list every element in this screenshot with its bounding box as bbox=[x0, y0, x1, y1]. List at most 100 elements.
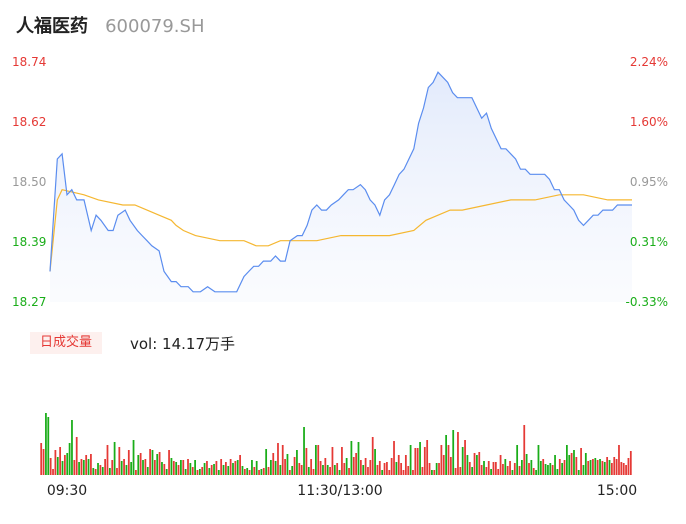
volume-bar bbox=[281, 445, 284, 475]
volume-bar bbox=[305, 448, 308, 475]
volume-bar bbox=[213, 464, 215, 475]
volume-bar bbox=[40, 443, 43, 475]
volume-bar bbox=[307, 467, 310, 475]
volume-bar bbox=[452, 430, 455, 475]
volume-bar bbox=[137, 455, 140, 475]
volume-bar bbox=[47, 417, 50, 475]
volume-bar bbox=[293, 457, 296, 475]
volume-bar bbox=[483, 461, 485, 475]
volume-bar bbox=[116, 468, 118, 475]
average-price-line bbox=[49, 189, 632, 272]
volume-bar bbox=[220, 459, 223, 475]
volume-bar bbox=[371, 437, 374, 475]
volume-bar bbox=[191, 467, 194, 475]
volume-bar bbox=[518, 466, 521, 475]
volume-bar bbox=[433, 470, 436, 475]
volume-bar bbox=[490, 469, 492, 475]
volume-bar bbox=[428, 463, 431, 475]
volume-bar bbox=[45, 413, 47, 475]
volume-bar bbox=[284, 459, 286, 475]
volume-bar bbox=[532, 468, 535, 475]
volume-bar bbox=[499, 455, 502, 475]
volume-bar bbox=[253, 467, 256, 475]
volume-bar bbox=[487, 461, 490, 475]
volume-bar bbox=[156, 454, 159, 475]
volume-bar bbox=[492, 462, 495, 475]
volume-bar bbox=[217, 470, 220, 475]
volume-bar bbox=[471, 467, 474, 475]
volume-bar bbox=[75, 437, 78, 475]
volume-bar bbox=[627, 458, 630, 475]
price-chart: 18.74 18.62 18.50 18.39 18.27 2.24% 1.60% 0.95… bbox=[12, 55, 668, 309]
volume-bar bbox=[566, 445, 568, 475]
volume-bar bbox=[127, 450, 130, 475]
volume-bar bbox=[610, 463, 613, 475]
volume-bar bbox=[312, 469, 315, 475]
y-right-tick-label: -0.33% bbox=[626, 295, 668, 309]
volume-bar bbox=[348, 468, 350, 475]
volume-bar bbox=[246, 468, 249, 475]
volume-bar bbox=[369, 460, 372, 475]
y-left-tick-label: 18.50 bbox=[12, 175, 46, 189]
volume-bar bbox=[49, 458, 52, 475]
volume-bar bbox=[314, 445, 317, 475]
volume-bar bbox=[92, 468, 95, 475]
volume-bar bbox=[454, 468, 457, 475]
volume-bar bbox=[61, 461, 64, 475]
volume-bar bbox=[357, 442, 360, 475]
volume-bar bbox=[97, 463, 99, 475]
volume-bar bbox=[158, 452, 161, 475]
volume-bar bbox=[478, 452, 481, 475]
volume-bar bbox=[525, 454, 528, 475]
volume-bar bbox=[258, 470, 260, 475]
x-tick-label: 09:30 bbox=[47, 483, 87, 499]
volume-bar bbox=[494, 462, 497, 475]
volume-bar bbox=[248, 470, 251, 475]
y-right-tick-label: 1.60% bbox=[630, 115, 668, 129]
volume-bar bbox=[277, 443, 279, 475]
volume-bar bbox=[343, 463, 346, 475]
volume-bar bbox=[528, 463, 530, 475]
volume-bar bbox=[260, 469, 263, 475]
volume-bar bbox=[113, 442, 116, 475]
volume-bar bbox=[596, 460, 599, 475]
volume-bar bbox=[239, 455, 241, 475]
volume-bar bbox=[502, 464, 504, 475]
volume-bar bbox=[573, 450, 575, 475]
volume-bar bbox=[599, 459, 601, 475]
volume-bar bbox=[300, 465, 303, 475]
volume-bar bbox=[423, 447, 426, 475]
volume-bar bbox=[390, 458, 393, 475]
volume-bar bbox=[85, 455, 88, 475]
y-right-tick-label: 0.31% bbox=[630, 235, 668, 249]
volume-bar bbox=[584, 453, 587, 475]
volume-bar bbox=[71, 420, 73, 475]
volume-bar bbox=[130, 462, 133, 475]
volume-bar bbox=[132, 440, 135, 475]
volume-bar bbox=[265, 449, 268, 475]
volume-bar bbox=[142, 460, 144, 475]
volume-bar bbox=[506, 466, 509, 475]
volume-bar bbox=[400, 463, 403, 475]
volume-bar bbox=[42, 449, 45, 475]
volume-bar bbox=[516, 445, 519, 475]
volume-bar bbox=[570, 453, 573, 475]
volume-bar bbox=[345, 458, 348, 475]
volume-tab[interactable]: 日成交量 bbox=[30, 332, 103, 354]
volume-bar bbox=[329, 467, 331, 475]
volume-bar bbox=[319, 461, 322, 475]
volume-bar bbox=[457, 432, 459, 475]
volume-bar bbox=[575, 457, 578, 475]
volume-bar bbox=[59, 447, 62, 475]
stock-name: 人福医药 bbox=[16, 16, 88, 37]
volume-bar bbox=[537, 445, 540, 475]
volume-bar bbox=[620, 462, 623, 475]
volume-bar bbox=[291, 466, 294, 475]
volume-bar bbox=[225, 462, 227, 475]
volume-bar bbox=[82, 460, 85, 475]
volume-bar bbox=[587, 461, 590, 475]
volume-bar bbox=[416, 448, 419, 475]
volume-bar bbox=[551, 465, 554, 475]
volume-bar bbox=[435, 463, 438, 475]
volume-bar bbox=[364, 458, 367, 475]
